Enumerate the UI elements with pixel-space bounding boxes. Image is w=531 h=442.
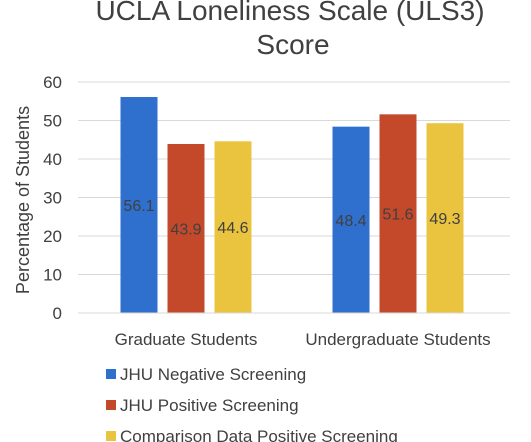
chart-title-line-2: Score (256, 29, 329, 60)
data-label: 43.9 (170, 221, 201, 238)
bar-undergraduate-series-3 (426, 123, 464, 313)
y-tick-label: 50 (43, 112, 62, 131)
y-tick-label: 40 (43, 150, 62, 169)
y-tick-label: 10 (43, 266, 62, 285)
y-axis-ticks: 0 10 20 30 40 50 60 (43, 73, 62, 323)
data-label: 49.3 (429, 211, 460, 228)
data-labels: 56.1 43.9 44.6 48.4 51.6 49.3 (123, 198, 460, 238)
data-label: 44.6 (217, 220, 248, 237)
legend: JHU Negative Screening JHU Positive Scre… (106, 365, 398, 442)
y-axis-label: Percentage of Students (13, 106, 33, 294)
legend-label-comparison: Comparison Data Positive Screening (120, 427, 398, 442)
bar-graduate-series-1 (120, 97, 158, 313)
chart-title-line-1: UCLA Loneliness Scale (ULS3) (95, 0, 484, 26)
bar-undergraduate-series-2 (379, 114, 417, 313)
data-label: 48.4 (335, 213, 366, 230)
legend-swatch-jhu-positive (106, 400, 116, 410)
bar-graduate-series-3 (214, 141, 252, 313)
legend-label-jhu-positive: JHU Positive Screening (120, 396, 299, 415)
bar-graduate-series-2 (167, 143, 205, 313)
data-label: 51.6 (382, 207, 413, 224)
category-label-undergraduate: Undergraduate Students (305, 330, 490, 349)
legend-swatch-comparison (106, 431, 116, 441)
y-tick-label: 60 (43, 73, 62, 92)
bars (120, 97, 464, 313)
legend-swatch-jhu-negative (106, 369, 116, 379)
y-tick-label: 30 (43, 189, 62, 208)
data-label: 56.1 (123, 198, 154, 215)
y-tick-label: 0 (53, 304, 62, 323)
legend-label-jhu-negative: JHU Negative Screening (120, 365, 306, 384)
y-tick-label: 20 (43, 227, 62, 246)
category-label-graduate: Graduate Students (115, 330, 258, 349)
bar-undergraduate-series-1 (332, 126, 370, 313)
